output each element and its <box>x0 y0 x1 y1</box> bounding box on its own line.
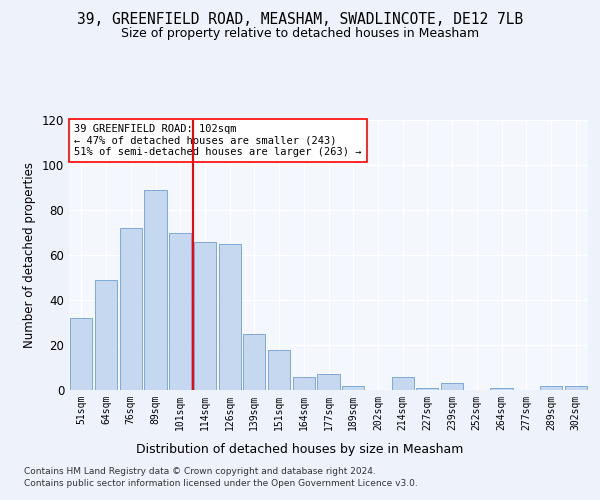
Text: Size of property relative to detached houses in Measham: Size of property relative to detached ho… <box>121 28 479 40</box>
Bar <box>490 388 512 390</box>
Bar <box>268 350 290 390</box>
Bar <box>540 386 562 390</box>
Bar <box>243 334 265 390</box>
Bar <box>169 232 191 390</box>
Bar <box>392 376 414 390</box>
Bar <box>342 386 364 390</box>
Y-axis label: Number of detached properties: Number of detached properties <box>23 162 36 348</box>
Bar <box>565 386 587 390</box>
Bar <box>416 388 439 390</box>
Bar <box>218 244 241 390</box>
Bar <box>95 280 117 390</box>
Text: Contains public sector information licensed under the Open Government Licence v3: Contains public sector information licen… <box>24 479 418 488</box>
Bar <box>70 318 92 390</box>
Text: Distribution of detached houses by size in Measham: Distribution of detached houses by size … <box>136 442 464 456</box>
Bar <box>145 190 167 390</box>
Bar <box>119 228 142 390</box>
Bar <box>293 376 315 390</box>
Bar <box>194 242 216 390</box>
Bar <box>441 383 463 390</box>
Text: 39 GREENFIELD ROAD: 102sqm
← 47% of detached houses are smaller (243)
51% of sem: 39 GREENFIELD ROAD: 102sqm ← 47% of deta… <box>74 124 362 157</box>
Text: Contains HM Land Registry data © Crown copyright and database right 2024.: Contains HM Land Registry data © Crown c… <box>24 468 376 476</box>
Text: 39, GREENFIELD ROAD, MEASHAM, SWADLINCOTE, DE12 7LB: 39, GREENFIELD ROAD, MEASHAM, SWADLINCOT… <box>77 12 523 28</box>
Bar <box>317 374 340 390</box>
